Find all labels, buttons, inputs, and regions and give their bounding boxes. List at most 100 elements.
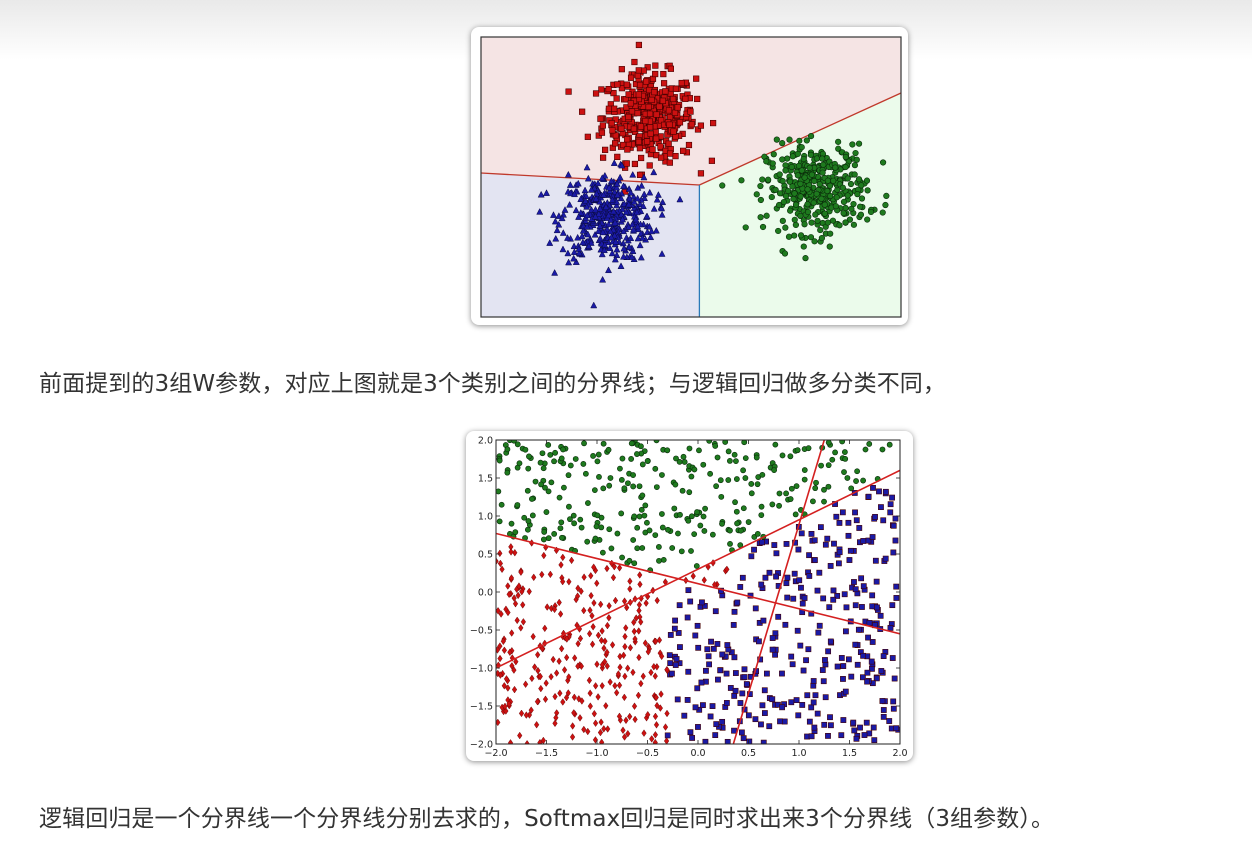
chart2-point-s1-166: [636, 627, 642, 635]
chart1-point-s3-100: [782, 162, 789, 169]
chart2-point-s2-23: [706, 440, 713, 444]
chart2-point-s3-317: [836, 520, 843, 526]
chart1-point-s3-317: [864, 187, 871, 194]
chart2-point-s3-192: [865, 634, 871, 641]
chart2-point-s3-89: [838, 655, 845, 661]
chart2-point-s1-266: [604, 648, 610, 657]
chart2-point-s2-18: [577, 516, 584, 523]
chart1-point-s2-370: [596, 204, 604, 212]
chart2-point-s2-221: [552, 449, 559, 456]
chart2-point-s2-191: [740, 505, 747, 512]
chart1-point-s1-356: [643, 138, 651, 145]
chart1-point-s2-336: [607, 233, 615, 241]
chart2-point-s2-285: [594, 512, 601, 519]
chart2-point-s2-252: [532, 478, 539, 485]
chart2-point-s3-321: [859, 604, 865, 610]
chart2-point-s2-71: [508, 520, 515, 527]
chart1-point-s3-284: [803, 137, 810, 144]
chart1-point-s2-249: [575, 249, 583, 256]
chart2-point-s3-281: [827, 714, 833, 721]
x-tick-label: −1.0: [585, 748, 608, 759]
chart2-point-s3-13: [838, 732, 845, 739]
chart2-point-s2-134: [678, 548, 685, 555]
chart1-frame: [480, 36, 902, 318]
chart2-point-s1-263: [640, 672, 646, 681]
chart2-point-s1-203: [570, 722, 576, 730]
chart1-point-s2-339: [650, 205, 658, 212]
chart1-point-s1-374: [628, 108, 636, 115]
chart2-point-s1-185: [657, 704, 663, 712]
chart2-point-s3-93: [791, 570, 798, 577]
chart1-point-s2-62: [551, 217, 559, 225]
chart1-point-s2-238: [591, 230, 599, 238]
chart1-point-s3-150: [867, 208, 875, 216]
chart2-point-s1-242: [597, 728, 604, 737]
chart2-point-s2-188: [841, 449, 848, 455]
chart1-point-s3-128: [797, 232, 805, 239]
chart2-point-s3-331: [876, 488, 882, 495]
chart2-point-s3-323: [740, 735, 747, 742]
chart2-point-s3-270: [810, 699, 817, 706]
chart1-point-s1-411: [674, 104, 681, 111]
chart1-point-s1-272: [676, 119, 684, 126]
chart1-point-s1-391: [635, 91, 642, 98]
chart2-point-s3-251: [674, 696, 681, 703]
chart2-point-s1-143: [529, 674, 535, 683]
chart1-point-s2-43: [572, 206, 580, 214]
chart2-point-s1-48: [643, 599, 649, 607]
chart1-point-s1-383: [625, 113, 632, 121]
chart1-point-s3-356: [840, 198, 848, 206]
chart2-point-s1-63: [595, 693, 601, 701]
chart2-point-s1-59: [557, 689, 563, 697]
chart2-point-s2-101: [511, 440, 517, 444]
chart2-point-s2-98: [525, 465, 532, 472]
chart2-point-s2-273: [694, 509, 700, 515]
chart2-point-s1-52: [623, 716, 629, 725]
chart2-point-s2-297: [558, 455, 565, 462]
chart2-point-s1-70: [524, 740, 530, 744]
chart2-point-s3-275: [769, 635, 776, 641]
chart2-point-s3-261: [860, 583, 867, 590]
chart2-point-s3-39: [841, 591, 848, 598]
chart1-point-s3-307: [779, 178, 786, 185]
chart2-point-s3-311: [773, 573, 779, 580]
chart2-point-s2-138: [860, 477, 867, 484]
chart2-point-s1-122: [598, 600, 604, 609]
chart2-point-s1-43: [631, 702, 638, 710]
chart2-point-s3-308: [845, 519, 852, 526]
chart2-point-s1-227: [574, 592, 581, 600]
chart2-point-s1-236: [642, 639, 648, 647]
chart1-point-s2-263: [536, 207, 544, 215]
chart1-point-s2-322: [579, 227, 587, 234]
chart2-point-s2-73: [619, 554, 625, 561]
chart1-point-s2-390: [583, 202, 591, 210]
chart1-point-s1-334: [667, 90, 674, 97]
chart1-point-s1-329: [599, 154, 607, 161]
chart2-point-s3-297: [671, 625, 678, 632]
chart1-point-s3-277: [782, 224, 789, 231]
chart2-point-s3-115: [769, 696, 776, 703]
chart1-point-s2-292: [653, 195, 661, 203]
chart2-point-s2-28: [542, 484, 548, 491]
chart1-point-s3-240: [794, 150, 801, 158]
chart2-point-s1-298: [617, 652, 623, 661]
chart2-point-s3-76: [889, 494, 895, 501]
chart1-point-s1-400: [624, 146, 631, 153]
chart2-point-s3-338: [836, 549, 843, 556]
chart2-point-s3-103: [731, 654, 738, 661]
chart2-point-s3-202: [826, 604, 833, 611]
chart1-point-s2-193: [596, 234, 604, 242]
chart2-point-s3-133: [758, 721, 764, 728]
chart2-point-s2-62: [652, 532, 659, 539]
chart2-point-s1-144: [602, 637, 608, 645]
chart1-point-s3-383: [806, 164, 813, 171]
chart2-point-s2-179: [572, 456, 579, 462]
chart2-point-s1-21: [560, 698, 566, 706]
chart1-point-s2-363: [619, 215, 627, 223]
chart1-point-s1-403: [659, 97, 666, 104]
chart1-point-s2-108: [549, 211, 557, 218]
chart2-point-s3-168: [852, 586, 859, 593]
chart2-point-s2-112: [630, 483, 637, 490]
chart2-point-s3-330: [783, 541, 790, 547]
chart1-point-s2-285: [606, 227, 614, 235]
